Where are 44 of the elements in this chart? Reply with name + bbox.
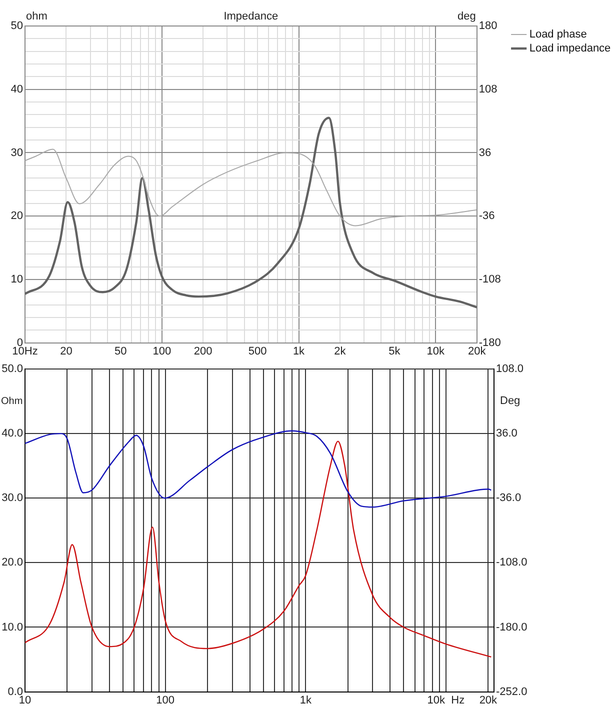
y2-tick-label: 36.0 <box>496 428 518 440</box>
y-tick-label: 30.0 <box>2 492 23 504</box>
x-tick-label: 1k <box>300 694 312 706</box>
x-tick-label: 10k <box>426 345 445 358</box>
y-tick-label: 10.0 <box>2 621 23 634</box>
y2-tick-label: -108.0 <box>496 556 528 569</box>
y-tick-label: 40.0 <box>2 428 23 440</box>
chart-title: Impedance <box>224 10 278 23</box>
y2-tick-label: 36 <box>478 146 492 159</box>
legend-label: Load phase <box>529 28 587 41</box>
x-tick-label: 10 <box>18 694 32 706</box>
x-tick-label: 10Hz <box>12 345 38 358</box>
x-tick-label: 20k <box>468 345 486 358</box>
x-tick-label: 5k <box>388 345 401 358</box>
y-tick-label: 20 <box>10 210 23 222</box>
y-tick-label: 30 <box>10 146 23 159</box>
x-tick-label: 20k <box>479 694 498 706</box>
legend-label: Load impedance <box>529 42 611 55</box>
y2-tick-label: -108 <box>478 273 501 286</box>
y2-tick-label: -180.0 <box>496 621 528 634</box>
y2-tick-label: 180 <box>478 20 498 32</box>
x-tick-label: 100 <box>152 345 172 358</box>
x-tick-label: 2k <box>334 345 346 358</box>
y2-tick-label: -252.0 <box>496 686 528 698</box>
x-tick-label: 200 <box>194 345 212 358</box>
y2-tick-label: 108.0 <box>496 363 524 376</box>
y-axis-title: ohm <box>26 10 48 23</box>
y-tick-label: 10 <box>10 273 23 286</box>
y2-tick-label: -36.0 <box>496 492 522 504</box>
y2-axis-title: deg <box>457 10 476 23</box>
x-tick-label: 100 <box>156 694 174 706</box>
y-tick-label: 20.0 <box>2 556 23 569</box>
y2-tick-label: 108 <box>478 83 498 96</box>
y-tick-label: 40 <box>10 83 23 96</box>
x-tick-label: 10k Hz <box>427 694 465 706</box>
x-tick-label: 50 <box>114 345 127 358</box>
y-axis-title: Ohm <box>1 396 23 407</box>
x-tick-label: 500 <box>248 345 267 358</box>
y2-tick-label: -36 <box>478 210 495 222</box>
y-tick-label: 50 <box>10 20 23 32</box>
y-tick-label: 50.0 <box>2 363 23 376</box>
x-tick-label: 1k <box>292 345 306 358</box>
x-tick-label: 20 <box>60 345 72 358</box>
y2-axis-title: Deg <box>500 395 520 408</box>
